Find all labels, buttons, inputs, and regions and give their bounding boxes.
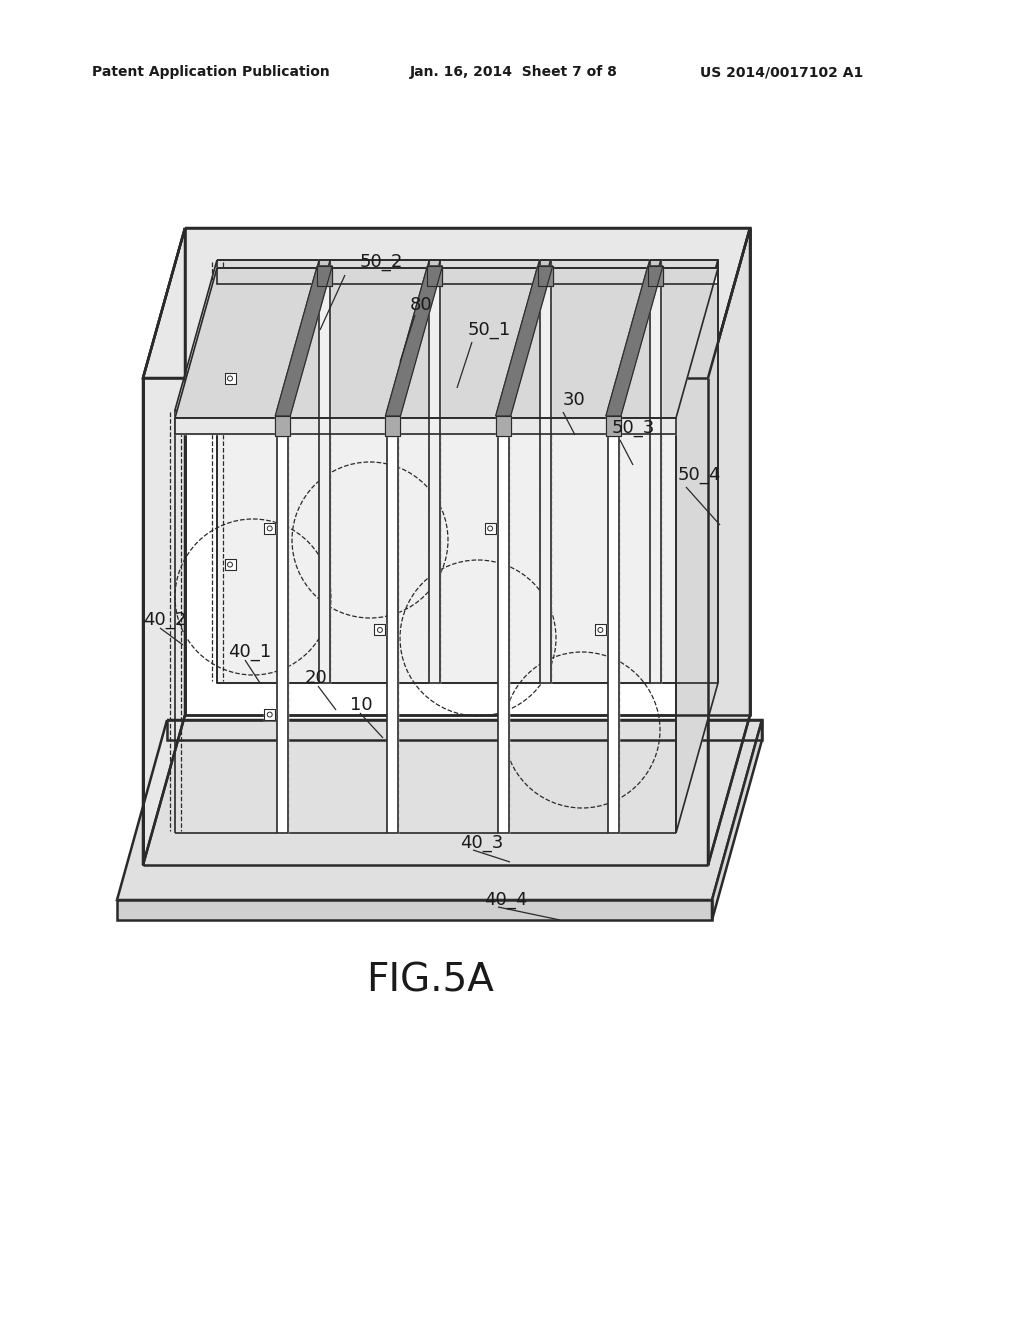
Polygon shape bbox=[224, 560, 236, 570]
Text: 40_3: 40_3 bbox=[460, 834, 504, 851]
Text: 40_4: 40_4 bbox=[484, 891, 527, 909]
Text: 50_4: 50_4 bbox=[678, 466, 721, 484]
Polygon shape bbox=[608, 411, 618, 833]
Polygon shape bbox=[217, 260, 718, 682]
Polygon shape bbox=[275, 416, 290, 436]
Polygon shape bbox=[275, 267, 332, 416]
Polygon shape bbox=[606, 416, 621, 436]
Text: 50_1: 50_1 bbox=[468, 321, 511, 339]
Polygon shape bbox=[712, 719, 762, 920]
Polygon shape bbox=[278, 411, 288, 833]
Polygon shape bbox=[264, 523, 275, 535]
Polygon shape bbox=[648, 267, 663, 286]
Polygon shape bbox=[484, 523, 496, 535]
Text: 40_2: 40_2 bbox=[143, 611, 186, 630]
Polygon shape bbox=[676, 260, 718, 833]
Polygon shape bbox=[387, 260, 440, 411]
Polygon shape bbox=[387, 411, 398, 833]
Text: FIG.5A: FIG.5A bbox=[366, 961, 494, 999]
Polygon shape bbox=[224, 374, 236, 384]
Polygon shape bbox=[606, 267, 663, 416]
Polygon shape bbox=[264, 709, 275, 721]
Polygon shape bbox=[608, 260, 660, 411]
Polygon shape bbox=[375, 624, 385, 635]
Polygon shape bbox=[217, 268, 718, 284]
Polygon shape bbox=[496, 267, 553, 416]
Text: Patent Application Publication: Patent Application Publication bbox=[92, 65, 330, 79]
Polygon shape bbox=[650, 260, 660, 682]
Polygon shape bbox=[167, 719, 762, 741]
Polygon shape bbox=[708, 228, 750, 865]
Polygon shape bbox=[175, 268, 718, 418]
Text: US 2014/0017102 A1: US 2014/0017102 A1 bbox=[700, 65, 863, 79]
Text: 40_1: 40_1 bbox=[228, 643, 271, 661]
Polygon shape bbox=[278, 260, 330, 411]
Text: Jan. 16, 2014  Sheet 7 of 8: Jan. 16, 2014 Sheet 7 of 8 bbox=[410, 65, 617, 79]
Polygon shape bbox=[540, 260, 551, 682]
Text: 10: 10 bbox=[350, 696, 373, 714]
Polygon shape bbox=[498, 260, 551, 411]
Polygon shape bbox=[175, 418, 676, 434]
Polygon shape bbox=[385, 267, 442, 416]
Polygon shape bbox=[538, 267, 553, 286]
Polygon shape bbox=[143, 228, 185, 865]
Polygon shape bbox=[595, 624, 606, 635]
Polygon shape bbox=[429, 260, 440, 682]
Polygon shape bbox=[427, 267, 442, 286]
Text: 50_3: 50_3 bbox=[612, 418, 655, 437]
Text: 50_2: 50_2 bbox=[360, 253, 403, 271]
Polygon shape bbox=[496, 416, 511, 436]
Polygon shape bbox=[143, 228, 750, 378]
Polygon shape bbox=[175, 260, 718, 411]
Text: 80: 80 bbox=[410, 296, 432, 314]
Polygon shape bbox=[117, 900, 712, 920]
Polygon shape bbox=[498, 411, 509, 833]
Polygon shape bbox=[319, 260, 330, 682]
Polygon shape bbox=[317, 267, 332, 286]
Polygon shape bbox=[385, 416, 400, 436]
Text: 20: 20 bbox=[305, 669, 328, 686]
Polygon shape bbox=[117, 719, 762, 900]
Text: 30: 30 bbox=[563, 391, 586, 409]
Polygon shape bbox=[185, 228, 750, 715]
